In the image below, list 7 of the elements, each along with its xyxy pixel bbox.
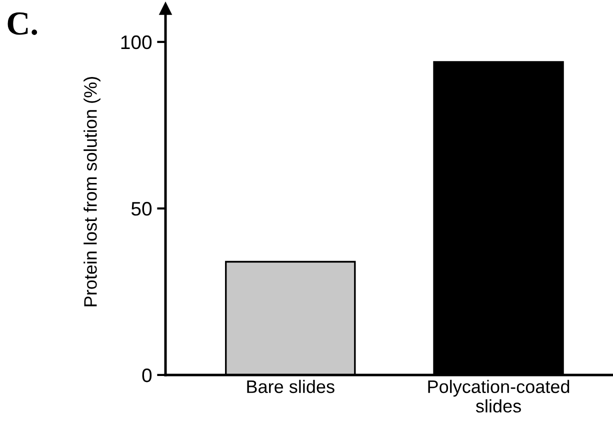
x-tick-label: Bare slides [247, 380, 334, 394]
text: C. [8, 12, 38, 35]
y-tick-label: 50 [131, 202, 152, 216]
y-tick-label: 100 [121, 35, 152, 50]
y-axis-title: Protein lost from solution (%) [84, 77, 100, 306]
x-tick-label: Polycation-coated slides [428, 380, 570, 413]
y-tick-label: 0 [142, 368, 152, 382]
